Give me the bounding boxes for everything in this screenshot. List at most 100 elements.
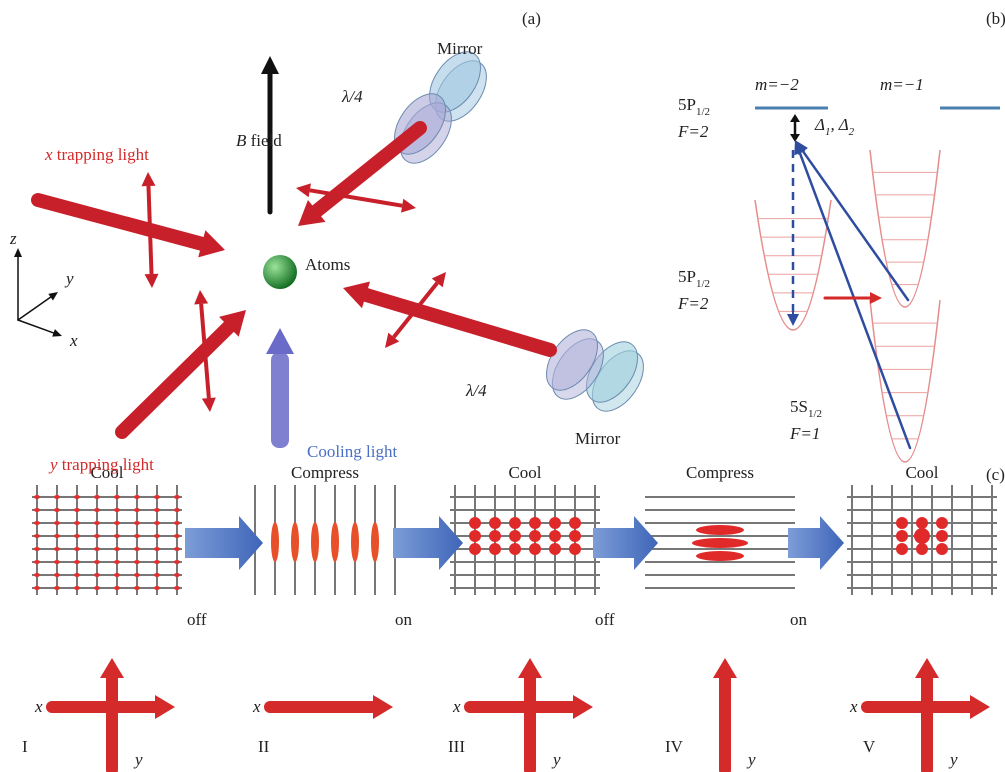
axis-arrow xyxy=(18,320,54,333)
raman-beam xyxy=(803,151,908,300)
waveplate-label: λ/4 xyxy=(341,87,363,106)
atom-cloud xyxy=(34,560,40,564)
atom-cloud xyxy=(54,547,60,551)
atom-cloud xyxy=(114,573,120,577)
atom-cloud xyxy=(509,543,521,555)
transition-label: off xyxy=(187,610,207,629)
atom-cloud xyxy=(94,508,100,512)
atom-cloud xyxy=(134,534,140,538)
axis-x: x xyxy=(34,697,43,716)
axis-x: x xyxy=(452,697,461,716)
atom-cloud xyxy=(114,560,120,564)
atom-cloud xyxy=(896,543,908,555)
atom-cloud xyxy=(34,521,40,525)
atom-cloud xyxy=(569,543,581,555)
atom-cloud xyxy=(489,530,501,542)
atom-cloud xyxy=(54,495,60,499)
atom-cloud xyxy=(54,586,60,590)
atom-cloud xyxy=(54,573,60,577)
axis-x: x xyxy=(849,697,858,716)
x-light-label: x trapping light xyxy=(44,145,149,164)
atom-cloud xyxy=(529,543,541,555)
laser-beam xyxy=(122,327,229,432)
stage-numeral: III xyxy=(448,737,465,756)
axis-y: y xyxy=(133,750,143,769)
stage-title: Compress xyxy=(291,463,359,482)
b-field-label: B field xyxy=(236,131,282,150)
stage-numeral: V xyxy=(863,737,876,756)
atom-cloud xyxy=(291,522,299,562)
transition-label: on xyxy=(395,610,413,629)
atom-cloud xyxy=(154,547,160,551)
stage-title: Compress xyxy=(686,463,754,482)
cooling-beam-head xyxy=(266,328,294,354)
atom-cloud xyxy=(74,547,80,551)
atom-cloud xyxy=(34,547,40,551)
shift-arrow-head xyxy=(870,292,882,304)
atom-cloud xyxy=(134,586,140,590)
figure: CoolxyICompressxIICoolxyIIICompressyIVCo… xyxy=(0,0,1005,772)
axis-x: x xyxy=(252,697,261,716)
atom-cloud xyxy=(54,521,60,525)
polarization-arrow-head xyxy=(296,183,311,197)
atom-cloud xyxy=(174,560,180,564)
atom-cloud xyxy=(94,560,100,564)
atom-cloud xyxy=(74,573,80,577)
atom-cloud xyxy=(174,547,180,551)
atoms xyxy=(263,255,297,289)
stage-numeral: I xyxy=(22,737,28,756)
level-label: 5P1/2 xyxy=(678,267,710,290)
atoms-label: Atoms xyxy=(305,255,350,274)
atom-cloud xyxy=(114,521,120,525)
atom-cloud xyxy=(154,508,160,512)
raman-beam xyxy=(800,153,910,448)
waveplate-label: λ/4 xyxy=(465,381,487,400)
atom-cloud xyxy=(34,495,40,499)
atom-cloud xyxy=(154,573,160,577)
atom-cloud xyxy=(936,543,948,555)
axis-y: y xyxy=(551,750,561,769)
atom-cloud xyxy=(469,517,481,529)
atom-cloud xyxy=(549,517,561,529)
atom-cloud xyxy=(489,543,501,555)
polarization-arrow-head xyxy=(141,172,155,186)
atom-cloud xyxy=(331,522,339,562)
stage-numeral: IV xyxy=(665,737,684,756)
atom-cloud xyxy=(154,495,160,499)
atom-cloud xyxy=(174,508,180,512)
polarization-arrow-head xyxy=(194,290,208,305)
atom-cloud xyxy=(134,495,140,499)
atom-cloud xyxy=(34,534,40,538)
atom-cloud xyxy=(74,534,80,538)
polarization-arrow-head xyxy=(401,199,416,213)
atom-cloud xyxy=(916,517,928,529)
drawing: CoolxyICompressxIICoolxyIIICompressyIVCo… xyxy=(14,43,1000,770)
atom-cloud xyxy=(696,525,744,535)
atom-cloud xyxy=(174,495,180,499)
atom-cloud xyxy=(114,547,120,551)
panel-label: (b) xyxy=(986,9,1005,28)
transition-label: off xyxy=(595,610,615,629)
raman-beam-head xyxy=(787,314,799,326)
atom-cloud xyxy=(271,522,279,562)
transition-arrow xyxy=(185,516,263,570)
potential-well xyxy=(870,150,940,307)
atom-cloud xyxy=(154,586,160,590)
atom-cloud xyxy=(509,530,521,542)
axis-y: y xyxy=(746,750,756,769)
atom-cloud xyxy=(34,586,40,590)
axis-arrow xyxy=(18,297,51,320)
atom-cloud xyxy=(34,573,40,577)
atom-cloud xyxy=(936,517,948,529)
atom-cloud xyxy=(54,534,60,538)
atom-cloud xyxy=(692,538,748,548)
polarization-arrow xyxy=(148,186,151,274)
level-f: F=2 xyxy=(677,122,709,141)
atom-cloud xyxy=(569,517,581,529)
atom-cloud xyxy=(914,528,930,544)
transition-label: on xyxy=(790,610,808,629)
laser-beam xyxy=(38,200,202,244)
atom-cloud xyxy=(94,521,100,525)
atom-cloud xyxy=(154,560,160,564)
atom-cloud xyxy=(94,495,100,499)
